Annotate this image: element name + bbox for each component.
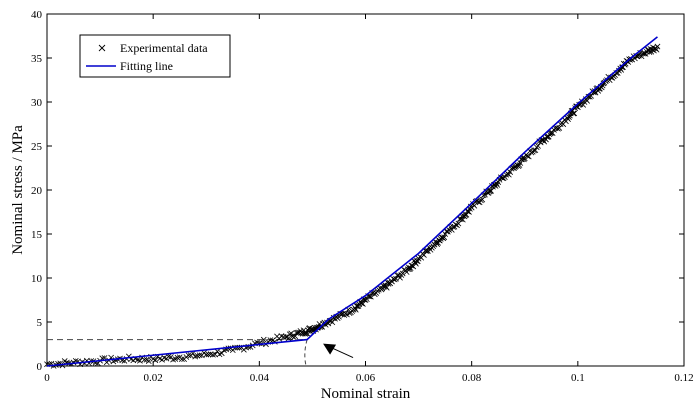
data-point-dense bbox=[141, 356, 148, 363]
data-point-dense bbox=[260, 336, 267, 343]
data-point-dense bbox=[145, 358, 152, 365]
data-point bbox=[654, 43, 661, 50]
data-point-dense bbox=[288, 330, 295, 337]
fitting-line-series bbox=[46, 36, 658, 367]
annotations bbox=[47, 339, 354, 367]
legend: Experimental data Fitting line bbox=[79, 34, 231, 78]
y-tick-label: 35 bbox=[31, 53, 43, 65]
data-point-dense bbox=[566, 114, 572, 120]
legend-box bbox=[79, 34, 231, 78]
data-point-dense bbox=[214, 348, 221, 355]
data-point-dense bbox=[344, 311, 350, 318]
y-tick-label: 40 bbox=[31, 9, 43, 21]
x-tick-label: 0 bbox=[44, 372, 50, 384]
data-point-dense bbox=[383, 284, 390, 291]
data-point-dense bbox=[205, 351, 212, 358]
data-point-dense bbox=[196, 352, 203, 359]
y-axis-ticks: 0 5 10 15 20 25 30 35 40 bbox=[31, 9, 684, 373]
data-point-dense bbox=[212, 351, 218, 358]
y-tick-label: 15 bbox=[31, 229, 43, 241]
data-point-dense bbox=[532, 147, 539, 154]
data-point-dense bbox=[459, 216, 466, 223]
data-point-dense bbox=[267, 337, 274, 343]
dashed-curve-guide bbox=[304, 339, 308, 367]
x-tick-label: 0.1 bbox=[571, 372, 585, 384]
data-point-dense bbox=[352, 306, 359, 313]
y-tick-label: 30 bbox=[31, 97, 43, 109]
data-point-dense bbox=[535, 143, 541, 149]
data-point-dense bbox=[353, 303, 360, 309]
x-tick-label: 0.12 bbox=[674, 372, 693, 384]
x-tick-label: 0.04 bbox=[250, 372, 270, 384]
data-point-dense bbox=[479, 196, 486, 203]
y-tick-label: 0 bbox=[37, 361, 43, 373]
data-point-dense bbox=[441, 234, 448, 241]
x-axis-title: Nominal strain bbox=[321, 386, 411, 402]
data-point-dense bbox=[179, 356, 185, 363]
data-point-dense bbox=[137, 357, 143, 364]
legend-label-fitting: Fitting line bbox=[120, 59, 173, 73]
y-tick-label: 25 bbox=[31, 141, 43, 153]
data-point bbox=[484, 189, 491, 196]
data-point-dense bbox=[570, 110, 577, 117]
data-point-dense bbox=[413, 258, 420, 264]
data-point-dense bbox=[367, 293, 374, 300]
x-tick-label: 0.02 bbox=[144, 372, 163, 384]
experimental-data-series bbox=[44, 43, 661, 369]
legend-marker-experimental bbox=[98, 44, 106, 52]
data-point-dense bbox=[185, 352, 192, 359]
data-point-dense bbox=[303, 330, 310, 337]
data-point-dense bbox=[584, 97, 591, 104]
y-tick-label: 20 bbox=[31, 185, 43, 197]
data-point-dense bbox=[555, 125, 561, 132]
data-point-dense bbox=[475, 198, 482, 205]
y-tick-label: 10 bbox=[31, 273, 43, 285]
x-axis-ticks: 0 0.02 0.04 0.06 0.08 0.1 0.12 bbox=[44, 14, 694, 384]
arrow-shaft bbox=[330, 347, 354, 359]
data-point-dense bbox=[170, 356, 176, 363]
fitting-line bbox=[46, 36, 658, 367]
data-point-dense bbox=[446, 227, 452, 233]
data-point-dense bbox=[488, 188, 495, 194]
data-point-dense bbox=[405, 264, 412, 271]
data-point-dense bbox=[152, 357, 159, 364]
data-point-dense bbox=[423, 248, 430, 254]
data-point-dense bbox=[604, 77, 610, 84]
data-point-dense bbox=[359, 301, 366, 307]
x-tick-label: 0.06 bbox=[356, 372, 376, 384]
data-point-dense bbox=[165, 353, 172, 360]
data-point-dense bbox=[346, 310, 353, 316]
data-point-dense bbox=[549, 130, 556, 136]
data-point-dense bbox=[218, 350, 225, 357]
data-point-dense bbox=[285, 335, 292, 342]
data-point-dense bbox=[210, 351, 216, 358]
data-point-dense bbox=[207, 351, 214, 358]
data-point-dense bbox=[525, 153, 532, 160]
x-tick-label: 0.08 bbox=[462, 372, 482, 384]
y-axis-title: Nominal stress / MPa bbox=[10, 125, 26, 255]
data-point-dense bbox=[174, 354, 181, 361]
arrow-head bbox=[323, 343, 337, 355]
data-point-dense bbox=[329, 319, 336, 326]
y-tick-label: 5 bbox=[37, 317, 43, 329]
legend-label-experimental: Experimental data bbox=[120, 41, 208, 55]
data-point-dense bbox=[487, 188, 494, 194]
data-point-dense bbox=[571, 110, 578, 117]
